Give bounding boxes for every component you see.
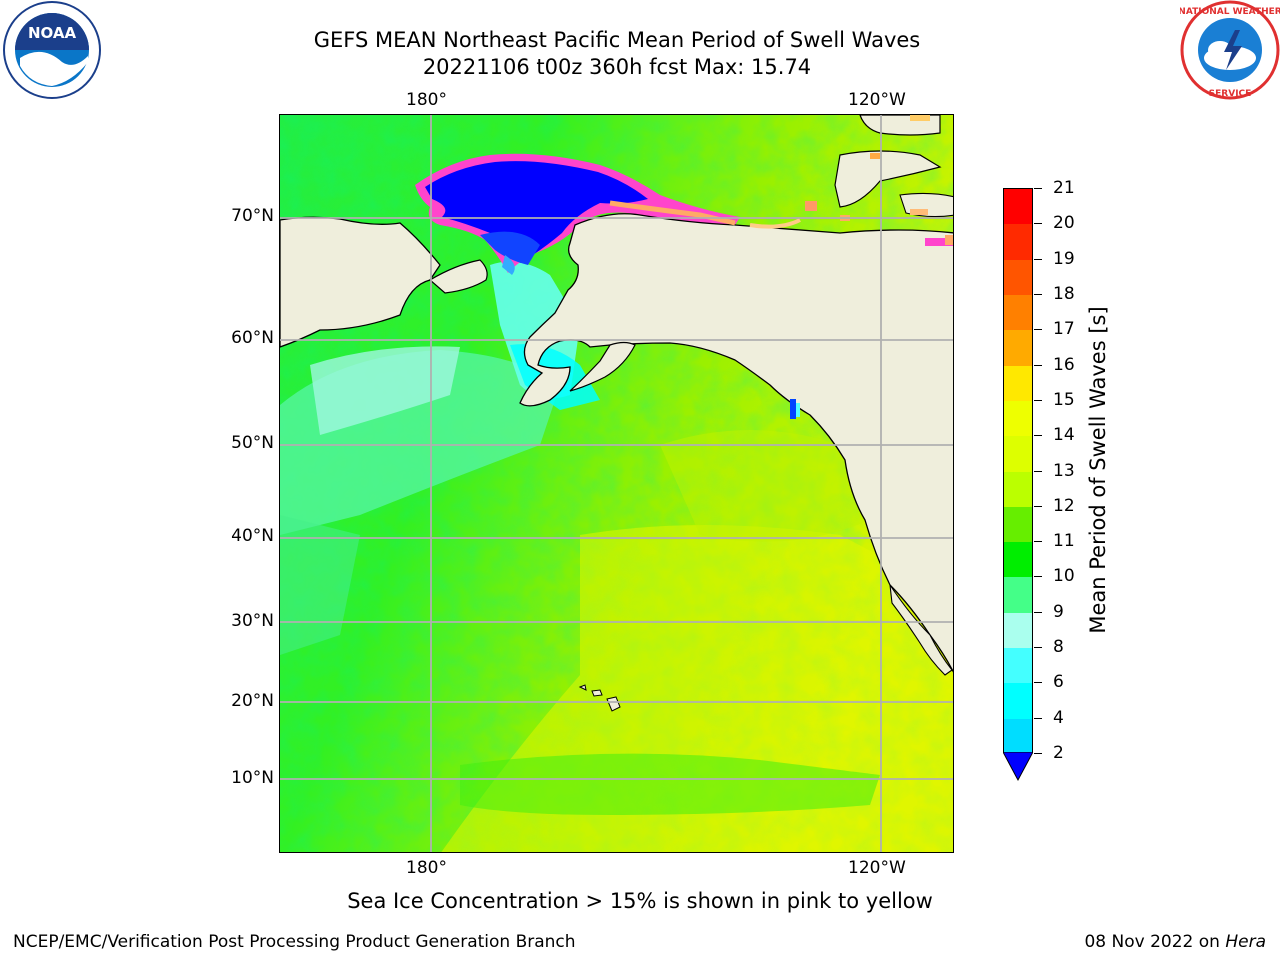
lat-label-30n: 30°N [231,611,274,631]
lat-label-40n: 40°N [231,526,274,546]
colorbar-segment [1004,259,1032,296]
colorbar-segment [1004,365,1032,402]
colorbar-label: 2 [1053,743,1064,763]
colorbar-label: 17 [1053,319,1075,340]
nws-logo: NATIONAL WEATHER SERVICE [1178,0,1280,100]
colorbar-tick [1034,293,1042,295]
footer-date: 08 Nov 2022 on Hera [1084,932,1266,952]
svg-text:NATIONAL WEATHER: NATIONAL WEATHER [1180,7,1280,17]
colorbar-segment [1004,683,1032,720]
colorbar-segment [1004,506,1032,543]
colorbar-segment [1004,189,1032,225]
colorbar-label: 16 [1053,354,1075,375]
colorbar-segment [1004,436,1032,472]
lon-label-top-120w: 120°W [848,90,906,110]
colorbar-segment [1004,330,1032,367]
chart-subtitle: 20221106 t00z 360h fcst Max: 15.74 [422,55,812,79]
colorbar-segment [1004,294,1032,331]
colorbar-segment [1004,648,1032,684]
colorbar-segment [1004,718,1032,755]
colorbar-tick [1034,188,1042,189]
footer-date-text: 08 Nov 2022 on [1084,932,1226,952]
footer-credit: NCEP/EMC/Verification Post Processing Pr… [13,932,576,952]
colorbar-label: 11 [1053,531,1075,552]
colorbar-tick [1034,364,1042,366]
colorbar-segment [1004,471,1032,508]
colorbar-tick [1034,223,1042,225]
colorbar-label: 8 [1053,637,1064,658]
colorbar-segment [1004,400,1032,437]
lat-label-60n: 60°N [231,328,274,348]
lon-label-bottom-120w: 120°W [848,858,906,878]
colorbar [1003,188,1033,755]
colorbar-label: 21 [1053,178,1075,198]
colorbar-tick [1034,541,1042,543]
lon-label-top-180: 180° [406,90,447,110]
colorbar-label: 13 [1053,460,1075,481]
colorbar-segment [1004,577,1032,614]
colorbar-tick [1034,435,1042,437]
colorbar-tick [1034,753,1042,754]
colorbar-segment [1004,542,1032,578]
colorbar-segment [1004,224,1032,261]
colorbar-segment [1004,612,1032,649]
chart-title: GEFS MEAN Northeast Pacific Mean Period … [313,28,921,52]
colorbar-label: 10 [1053,566,1075,587]
colorbar-extend-arrow [1002,751,1034,782]
svg-text:SERVICE: SERVICE [1209,89,1252,99]
svg-text:NOAA: NOAA [28,24,77,42]
lon-label-bottom-180: 180° [406,858,447,878]
colorbar-tick [1034,682,1042,684]
colorbar-tick [1034,611,1042,613]
colorbar-tick [1034,399,1042,401]
colorbar-label: 12 [1053,495,1075,516]
lat-label-50n: 50°N [231,433,274,453]
map-svg [280,115,953,852]
colorbar-label: 19 [1053,248,1075,269]
colorbar-label: 20 [1053,213,1075,234]
footer-machine: Hera [1225,932,1266,952]
colorbar-label: 15 [1053,389,1075,410]
colorbar-label: 9 [1053,601,1064,622]
colorbar-label: 6 [1053,672,1064,693]
lat-label-20n: 20°N [231,691,274,711]
colorbar-tick [1034,470,1042,472]
colorbar-tick [1034,258,1042,260]
map-panel [279,114,954,853]
land-north-america [519,213,953,673]
colorbar-tick [1034,647,1042,649]
colorbar-label: 18 [1053,283,1075,304]
colorbar-label: 4 [1053,707,1064,728]
colorbar-tick [1034,329,1042,331]
graticule [280,115,953,852]
colorbar-label: 14 [1053,425,1075,446]
lat-label-10n: 10°N [231,768,274,788]
sea-ice-note: Sea Ice Concentration > 15% is shown in … [347,889,933,913]
colorbar-tick [1034,576,1042,578]
colorbar-tick [1034,717,1042,719]
colorbar-title: Mean Period of Swell Waves [s] [1086,306,1110,634]
lat-label-70n: 70°N [231,206,274,226]
colorbar-tick [1034,505,1042,507]
noaa-logo: NOAA [2,0,102,100]
